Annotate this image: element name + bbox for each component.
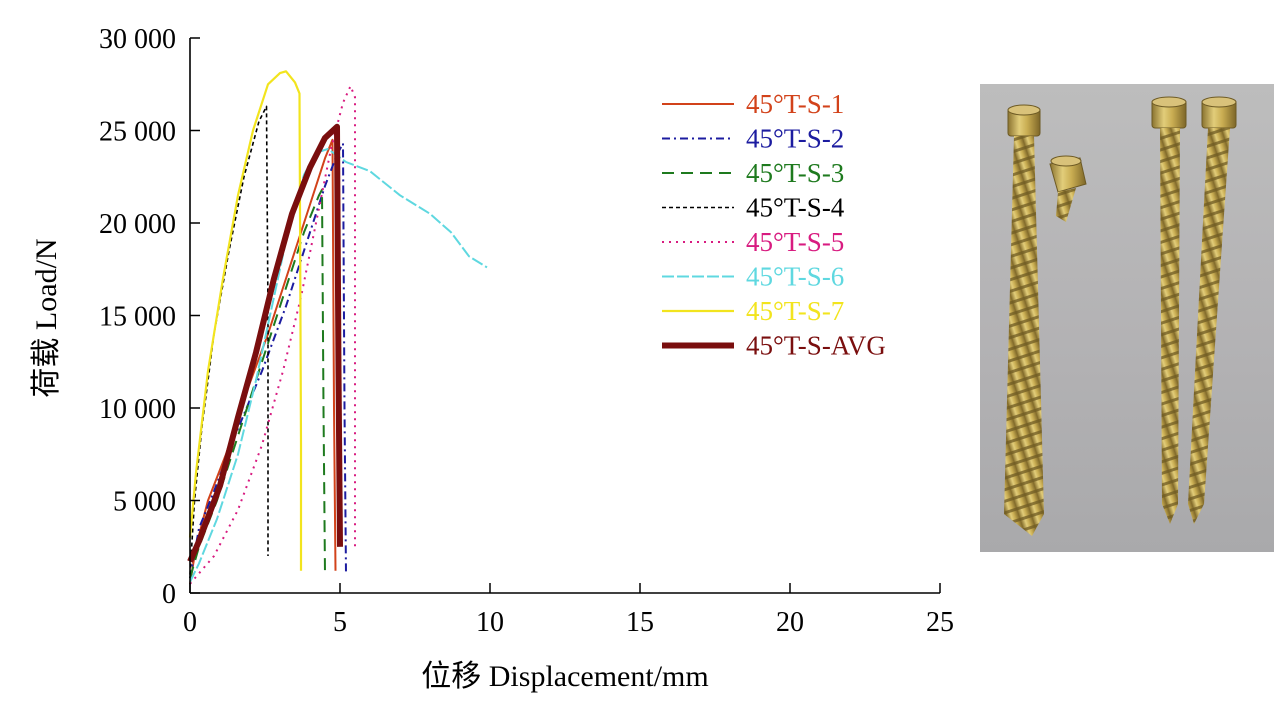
series-line [189, 142, 347, 579]
y-tick-label: 25 000 [99, 117, 176, 148]
series-line [189, 148, 488, 583]
x-tick-label: 25 [926, 607, 954, 638]
legend-label: 45°T-S-4 [746, 193, 845, 223]
screw-specimens-photo [980, 84, 1274, 552]
y-tick-label: 5 000 [113, 487, 176, 518]
line-chart: 0 5 10 15 20 25 0 5 000 10 000 15 000 20 000 25 00… [30, 24, 954, 693]
legend-label: 45°T-S-3 [746, 158, 844, 188]
x-tick-label: 0 [183, 607, 197, 638]
legend-label: 45°T-S-7 [746, 296, 844, 326]
broken-screw-head [1049, 155, 1087, 222]
legend-label: 45°T-S-5 [746, 227, 844, 257]
screw-2 [1151, 96, 1187, 524]
legend-label: 45°T-S-1 [746, 89, 844, 119]
series-line [189, 105, 269, 575]
y-tick-label: 0 [162, 579, 176, 610]
series-line [189, 138, 337, 584]
y-tick-label: 20 000 [99, 209, 176, 240]
series-line [187, 123, 343, 563]
x-tick-label: 20 [776, 607, 804, 638]
x-axis-title: 位移 Displacement/mm [421, 660, 708, 693]
y-ticks: 0 5 000 10 000 15 000 20 000 25 000 30 000 [99, 24, 200, 610]
legend-label: 45°T-S-6 [746, 262, 844, 292]
series-line [188, 70, 303, 571]
y-tick-label: 30 000 [99, 24, 176, 55]
x-tick-label: 10 [476, 607, 504, 638]
series-lines [187, 70, 488, 585]
y-tick-label: 15 000 [99, 302, 176, 333]
x-tick-label: 5 [333, 607, 347, 638]
y-tick-label: 10 000 [99, 394, 176, 425]
screw-3 [1188, 96, 1237, 524]
x-tick-label: 15 [626, 607, 654, 638]
screw-1 [1004, 104, 1044, 536]
legend-label: 45°T-S-AVG [746, 331, 886, 361]
legend-label: 45°T-S-2 [746, 124, 844, 154]
y-axis-title: 荷载 Load/N [30, 238, 63, 397]
x-ticks: 0 5 10 15 20 25 [183, 583, 954, 638]
legend: 45°T-S-1 45°T-S-2 45°T-S-3 45°T-S-4 45°T-S-5… [662, 89, 886, 361]
